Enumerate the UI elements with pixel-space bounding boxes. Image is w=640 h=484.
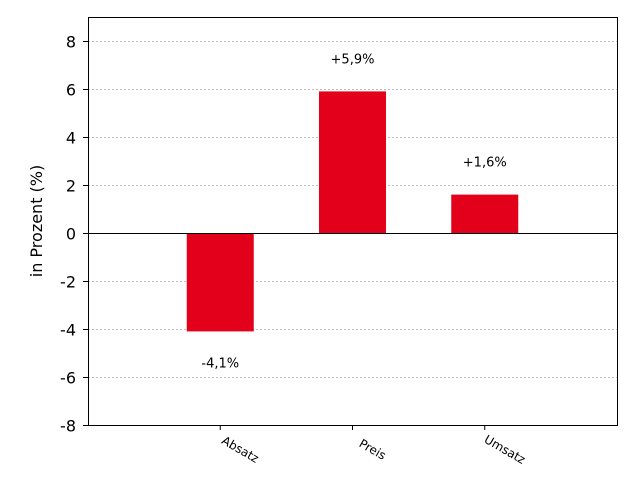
y-tick-label: -2 [60, 273, 76, 292]
x-axis-ticks: Absatz Preis Umsatz [219, 425, 528, 467]
y-tick-label: 2 [66, 177, 76, 196]
data-labels: -4,1% +5,9% +1,6% [201, 52, 506, 371]
y-tick-label: 0 [66, 225, 76, 244]
y-axis-ticks: -8 -6 -4 -2 0 2 4 6 8 [60, 33, 88, 436]
bars [186, 91, 519, 332]
bar-umsatz [451, 194, 519, 233]
y-tick-label: 8 [66, 33, 76, 52]
x-tick-label: Preis [357, 436, 389, 462]
y-tick-label: -4 [60, 321, 76, 340]
data-label-absatz: -4,1% [201, 356, 239, 371]
data-label-preis: +5,9% [331, 52, 375, 67]
x-tick-label: Umsatz [482, 432, 528, 467]
y-tick-label: -8 [60, 417, 76, 436]
y-tick-label: 6 [66, 81, 76, 100]
bar-absatz [186, 233, 254, 332]
y-tick-label: 4 [66, 129, 76, 148]
data-label-umsatz: +1,6% [463, 156, 507, 171]
y-axis-label: in Prozent (%) [27, 165, 46, 277]
x-tick-label: Absatz [219, 433, 261, 465]
bar-preis [319, 91, 386, 234]
y-tick-label: -6 [60, 369, 76, 388]
